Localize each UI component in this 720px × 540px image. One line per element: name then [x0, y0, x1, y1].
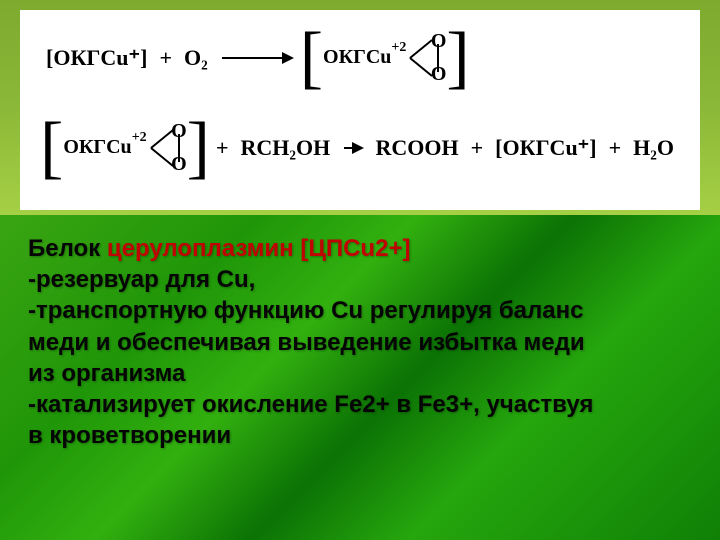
l1-black: Белок [28, 235, 107, 262]
o-bot: O [431, 63, 447, 86]
peroxo-complex: [ ОКГCu+2 O O [300, 23, 470, 93]
okg-label: ОКГ [323, 46, 366, 69]
peroxo-complex-2: [ ОКГCu+2 O O [40, 113, 210, 183]
plus-sign-4: + [609, 135, 622, 161]
plus-sign-2: + [216, 135, 229, 161]
reaction-row-2: [ ОКГCu+2 O O [20, 105, 700, 200]
charge-2: +2 [391, 40, 406, 56]
product-rcooh: RCOOH [376, 135, 459, 161]
cu-label-2: Cu [106, 136, 132, 159]
text-region: Белок церулоплазмин [ЦПCu2+] -резервуар … [0, 215, 720, 540]
l1-red: церулоплазмин [ЦПCu2+] [107, 235, 411, 262]
left-bracket-2: [ [40, 118, 63, 178]
reaction-arrow-2 [344, 147, 361, 149]
cu-label: Cu [366, 46, 392, 69]
text-line-2: -резервуар для Cu, [28, 264, 692, 295]
plus-sign-3: + [471, 135, 484, 161]
reaction-row-1: [ОКГCu⁺] + O₂ [ ОКГCu+2 O [20, 10, 700, 105]
right-bracket: ] [446, 28, 469, 88]
reaction-arrow [222, 57, 292, 59]
o-top: O [431, 30, 447, 53]
o-top-2: O [171, 120, 187, 143]
text-line-7: в кроветворении [28, 420, 692, 451]
text-line-1: Белок церулоплазмин [ЦПCu2+] [28, 233, 692, 264]
left-bracket: [ [300, 28, 323, 88]
plus-sign: + [159, 45, 172, 71]
text-line-6: -катализирует окисление Fe2+ в Fe3+, уча… [28, 389, 692, 420]
text-line-5: из организма [28, 358, 692, 389]
okg-label-2: ОКГ [63, 136, 106, 159]
chemistry-panel: [ОКГCu⁺] + O₂ [ ОКГCu+2 O [20, 10, 700, 210]
reagent-okgcu: [ОКГCu⁺] [46, 45, 147, 71]
charge-2b: +2 [132, 130, 147, 146]
reagent-rch2oh: RCH₂OH [241, 135, 331, 161]
right-bracket-2: ] [187, 118, 210, 178]
reagent-o2: O₂ [184, 45, 208, 71]
o-bot-2: O [171, 153, 187, 176]
top-gradient-region: [ОКГCu⁺] + O₂ [ ОКГCu+2 O [0, 0, 720, 215]
text-line-3: -транспортную функцию Cu регулируя балан… [28, 295, 692, 326]
product-okgcu: [ОКГCu⁺] [495, 135, 596, 161]
product-h2o: H₂O [633, 135, 674, 161]
text-line-4: меди и обеспечивая выведение избытка мед… [28, 327, 692, 358]
